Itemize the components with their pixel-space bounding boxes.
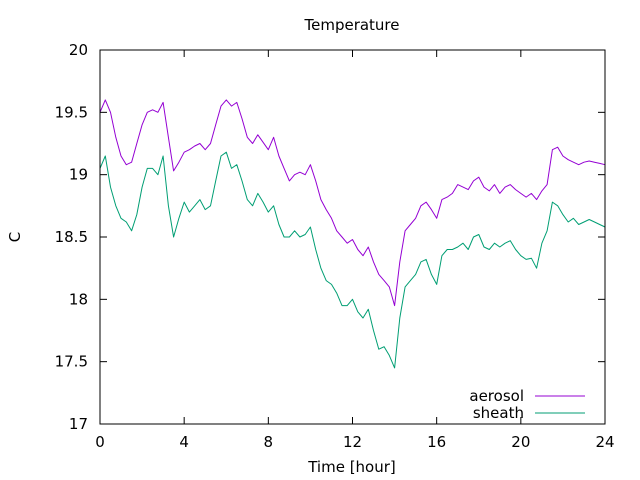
y-tick-label: 19.5: [55, 103, 88, 121]
legend-label-sheath: sheath: [473, 404, 524, 422]
axis-ticks: 0 4 8 12 16 20 24 17 17.5 18 18.5 19 19.5 20: [55, 41, 615, 451]
x-tick-label: 8: [264, 433, 274, 451]
y-tick-label: 17: [69, 415, 88, 433]
y-axis-title: C: [6, 232, 24, 242]
x-tick-label: 16: [427, 433, 446, 451]
series-layer: [99, 99, 606, 369]
x-tick-label: 12: [343, 433, 362, 451]
y-tick-label: 19: [69, 166, 88, 184]
x-tick-label: 4: [179, 433, 189, 451]
chart-title: Temperature: [303, 16, 399, 34]
y-tick-label: 18.5: [55, 228, 88, 246]
x-tick-label: 0: [95, 433, 105, 451]
series-line-sheath: [99, 151, 606, 369]
y-tick-label: 17.5: [55, 353, 88, 371]
x-tick-label: 20: [511, 433, 530, 451]
legend-label-aerosol: aerosol: [469, 387, 524, 405]
series-line-aerosol: [99, 99, 606, 307]
x-tick-label: 24: [595, 433, 614, 451]
y-tick-label: 18: [69, 290, 88, 308]
x-axis-title: Time [hour]: [307, 458, 396, 476]
y-tick-label: 20: [69, 41, 88, 59]
